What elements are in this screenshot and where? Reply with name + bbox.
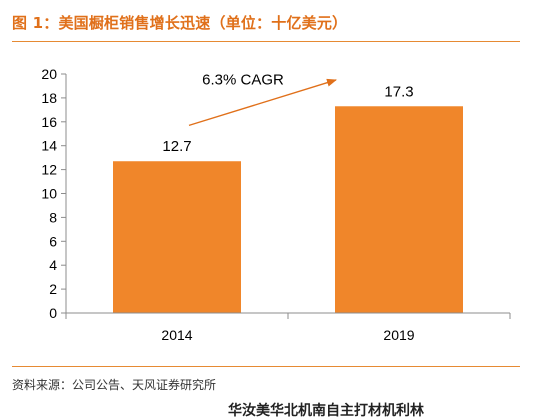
y-tick-label: 18 xyxy=(41,90,57,106)
bar xyxy=(335,106,463,313)
y-axis-ticks: 0 2 4 6 8 10 12 14 16 18 20 xyxy=(41,66,67,321)
title-divider xyxy=(12,41,520,42)
y-tick-label: 0 xyxy=(49,305,57,321)
y-tick-label: 14 xyxy=(41,138,57,154)
x-tick-label: 2019 xyxy=(383,327,414,343)
cagr-label: 6.3% CAGR xyxy=(202,72,284,89)
y-tick-label: 12 xyxy=(41,162,57,178)
y-tick-label: 10 xyxy=(41,186,57,202)
y-tick-label: 6 xyxy=(49,233,57,249)
bars xyxy=(113,106,463,313)
source-divider xyxy=(12,366,520,367)
data-label: 12.7 xyxy=(162,138,191,155)
figure-title: 图 1：美国橱柜销售增长迅速（单位：十亿美元） xyxy=(12,14,348,32)
x-axis: 2014 2019 xyxy=(65,312,511,343)
cagr-annotation: 6.3% CAGR xyxy=(188,72,337,127)
bar xyxy=(113,161,241,313)
x-tick-label: 2014 xyxy=(161,327,192,343)
y-tick-label: 20 xyxy=(41,66,57,82)
y-tick-label: 4 xyxy=(49,257,57,273)
bar-chart: 0 2 4 6 8 10 12 14 16 18 20 2014 2019 12.7 17.3 6.3%… xyxy=(41,66,511,343)
cagr-arrow xyxy=(188,78,337,127)
truncated-footer-text: 华汝美华北机南自主打材机利林 xyxy=(228,403,424,419)
y-tick-label: 16 xyxy=(41,114,57,130)
data-labels: 12.7 17.3 xyxy=(162,83,413,155)
source-note: 资料来源：公司公告、天风证券研究所 xyxy=(12,378,217,392)
y-tick-label: 8 xyxy=(49,209,57,225)
y-tick-label: 2 xyxy=(49,281,57,297)
data-label: 17.3 xyxy=(384,83,413,100)
